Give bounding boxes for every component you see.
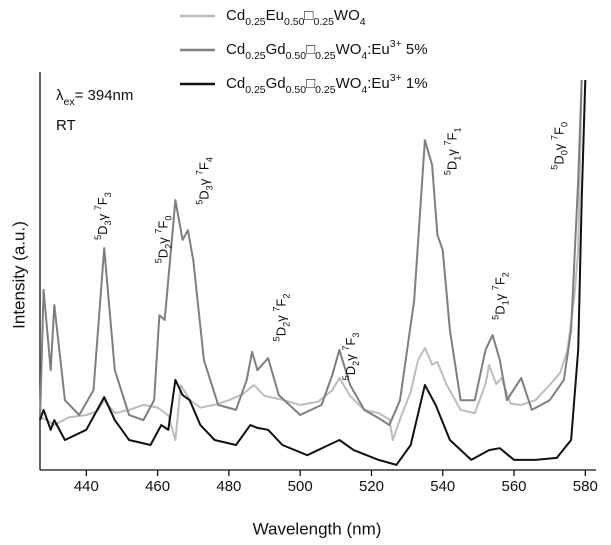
x-tick-label: 500 — [288, 478, 313, 495]
x-tick-label: 520 — [359, 478, 384, 495]
transition-label: 5D2γ 7F3 — [341, 333, 361, 381]
temperature-label: RT — [56, 117, 76, 134]
x-tick-label: 460 — [145, 478, 170, 495]
transition-label: 5D2γ 7F0 — [154, 216, 174, 264]
transition-label: 5D1γ 7F2 — [491, 272, 511, 320]
x-tick-label: 560 — [502, 478, 527, 495]
legend-label: Cd0.25Eu0.50□0.25WO4 — [226, 7, 366, 28]
excitation-label: λex= 394nm — [56, 87, 133, 108]
x-tick-label: 480 — [216, 478, 241, 495]
legend-label: Cd0.25Gd0.50□0.25WO4:Eu3+ 1% — [226, 72, 428, 96]
transition-label: 5D2γ 7F2 — [272, 294, 292, 342]
legend-label: Cd0.25Gd0.50□0.25WO4:Eu3+ 5% — [226, 38, 428, 62]
spectrum-line — [39, 79, 587, 466]
transition-label: 5D3γ 7F3 — [94, 192, 114, 240]
transition-label: 5D1γ 7F1 — [443, 127, 463, 175]
x-axis-label: Wavelength (nm) — [253, 519, 382, 538]
transition-label: 5D0γ 7F0 — [550, 122, 570, 170]
transition-label: 5D3γ 7F4 — [195, 157, 215, 205]
x-tick-label: 580 — [573, 478, 598, 495]
spectrum-line — [39, 79, 583, 427]
x-tick-label: 540 — [430, 478, 455, 495]
x-tick-label: 440 — [74, 478, 99, 495]
y-axis-label: Intensity (a.u.) — [9, 221, 28, 329]
spectrum-line — [39, 79, 583, 441]
